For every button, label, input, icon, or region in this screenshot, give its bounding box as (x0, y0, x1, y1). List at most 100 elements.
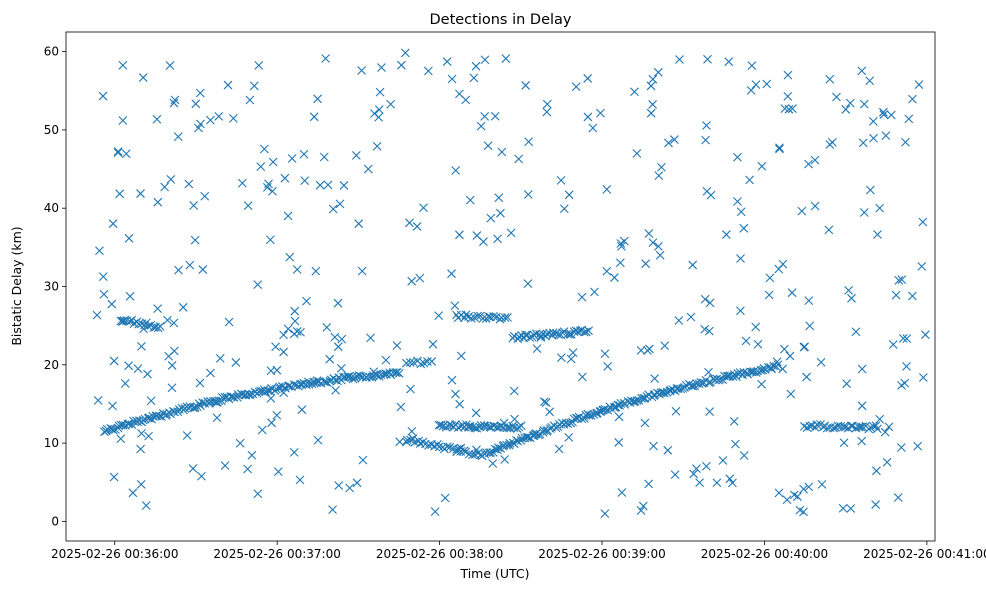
data-point (799, 484, 808, 494)
data-point (757, 379, 766, 389)
data-point (839, 422, 848, 432)
data-point (902, 362, 911, 371)
data-point (245, 390, 255, 400)
data-point (736, 207, 746, 217)
data-point (810, 155, 820, 165)
data-point (153, 304, 163, 314)
data-point (190, 235, 200, 245)
data-point (617, 488, 627, 497)
data-point (739, 451, 749, 460)
data-point (195, 88, 205, 98)
data-point (396, 402, 406, 412)
data-point (369, 367, 379, 377)
data-point (488, 459, 498, 468)
data-point (812, 420, 822, 429)
data-point (292, 265, 302, 274)
data-point (253, 280, 263, 289)
data-point (825, 74, 835, 84)
data-point (869, 133, 878, 143)
plot-frame (65, 31, 936, 542)
data-point (753, 339, 763, 349)
data-point (632, 149, 642, 158)
data-point (542, 107, 552, 117)
data-point (636, 346, 646, 355)
data-point (386, 99, 396, 109)
data-point (844, 285, 853, 295)
y-tick-label: 10 (44, 436, 59, 450)
data-point (780, 104, 790, 114)
data-point (357, 266, 367, 276)
data-point (739, 223, 749, 233)
data-point (290, 316, 300, 326)
data-point (866, 423, 875, 432)
data-point (646, 81, 656, 91)
data-point (272, 410, 282, 420)
data-point (802, 372, 811, 382)
data-point (313, 435, 323, 445)
x-tick-label: 2025-02-26 00:36:00 (51, 547, 178, 561)
data-point (178, 302, 188, 312)
data-point (868, 117, 878, 126)
data-point (377, 63, 386, 72)
data-point (167, 361, 177, 370)
data-point (504, 440, 514, 450)
data-point (212, 397, 222, 407)
data-point (706, 190, 716, 200)
data-point (115, 189, 125, 199)
data-point (224, 317, 234, 327)
data-point (778, 259, 788, 269)
data-point (857, 401, 867, 411)
data-point (235, 438, 245, 448)
data-point (279, 330, 288, 340)
data-point (397, 60, 406, 70)
data-point (584, 326, 593, 336)
data-point (897, 275, 907, 285)
data-point (434, 311, 444, 320)
data-point (797, 206, 807, 216)
data-point (212, 413, 222, 423)
data-point (451, 166, 461, 175)
data-point (858, 422, 867, 432)
data-point (299, 149, 309, 159)
data-point (514, 154, 524, 164)
data-point (838, 503, 848, 513)
data-point (725, 474, 735, 484)
data-point (704, 326, 714, 336)
data-point (415, 273, 425, 283)
data-point (325, 354, 335, 364)
data-point (712, 478, 722, 488)
data-point (920, 330, 930, 340)
data-point (162, 409, 172, 419)
data-point (124, 419, 134, 429)
data-point (243, 464, 253, 474)
data-point (167, 383, 177, 393)
data-point (440, 493, 450, 503)
data-point (648, 100, 658, 109)
data-point (802, 423, 812, 433)
data-point (902, 334, 912, 344)
data-point (505, 438, 515, 448)
data-point (851, 327, 861, 337)
data-point (273, 467, 283, 476)
data-point (442, 57, 452, 66)
data-point (805, 421, 815, 431)
data-point (765, 273, 775, 283)
data-point (824, 225, 834, 235)
data-point (146, 396, 156, 406)
data-point (898, 333, 908, 343)
data-point (671, 406, 681, 416)
x-tick-label: 2025-02-26 00:37:00 (213, 547, 340, 561)
data-point (98, 272, 108, 282)
data-point (279, 347, 288, 357)
data-point (141, 501, 151, 510)
data-point (816, 357, 826, 367)
data-point (465, 195, 475, 205)
data-point (616, 258, 625, 268)
data-point (499, 418, 509, 428)
data-point (602, 184, 612, 194)
data-point (290, 306, 300, 316)
data-point (297, 405, 307, 415)
data-point (401, 358, 411, 368)
data-point (169, 346, 179, 356)
x-tick-label: 2025-02-26 00:38:00 (376, 547, 503, 561)
